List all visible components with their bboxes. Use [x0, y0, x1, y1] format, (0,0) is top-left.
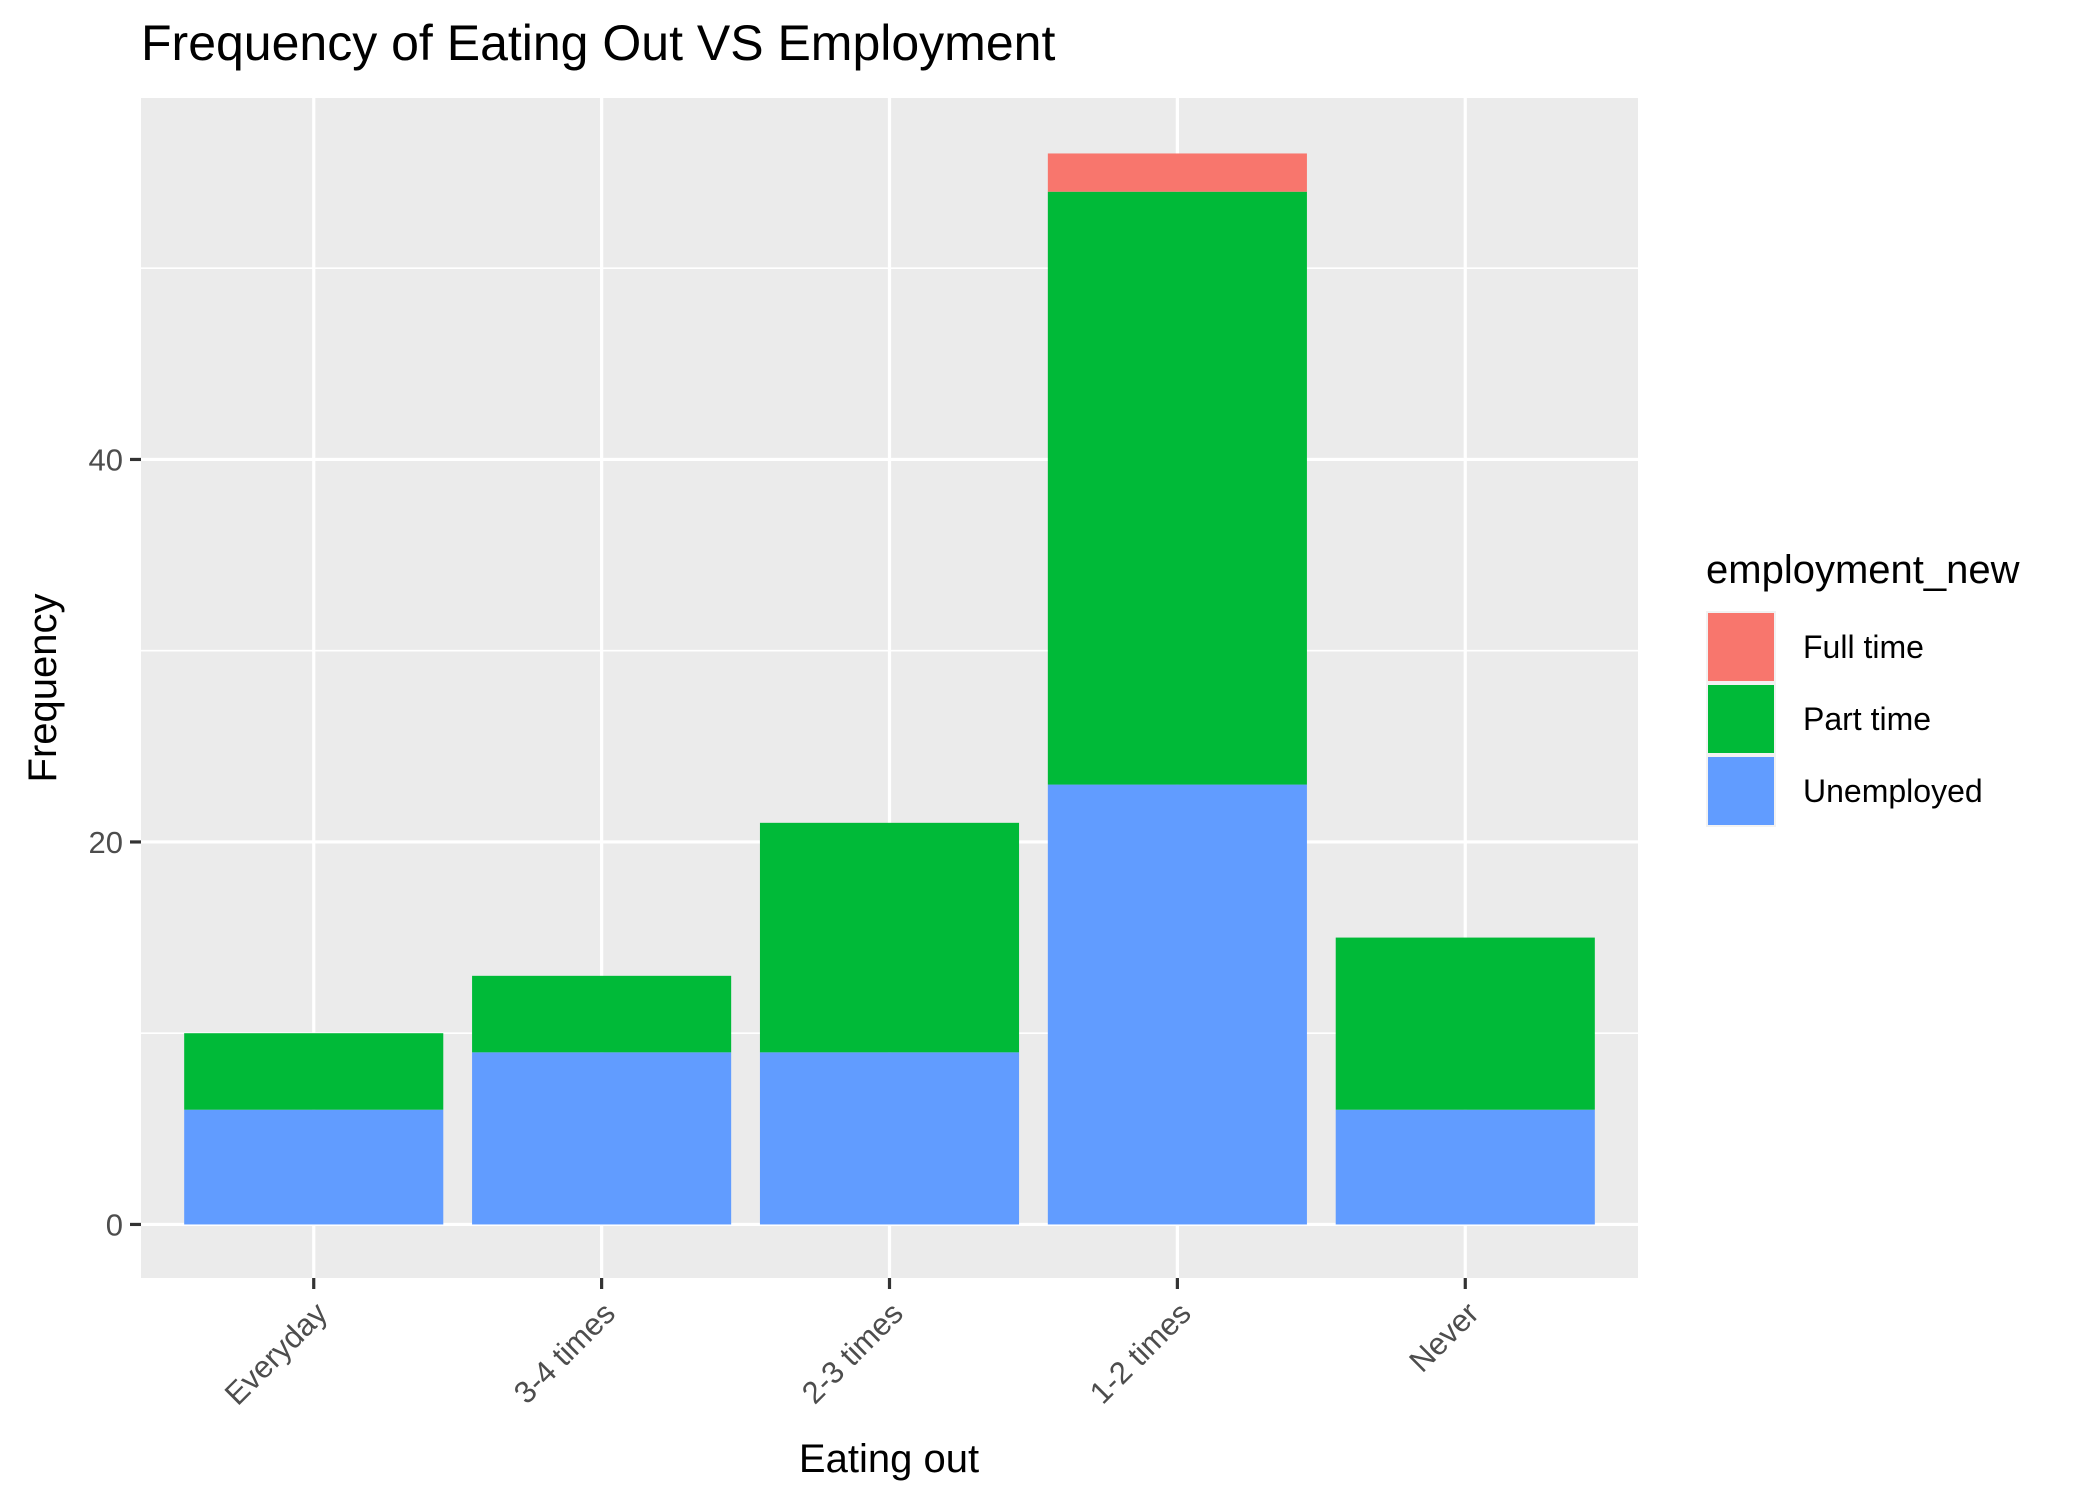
x-tick-label: 2-3 times — [795, 1296, 910, 1411]
legend-swatch-full-time — [1708, 613, 1774, 681]
bar-unemployed — [184, 1109, 444, 1225]
y-tick-label: 0 — [106, 1207, 123, 1242]
chart-title: Frequency of Eating Out VS Employment — [141, 15, 1055, 71]
y-axis: 0 20 40 — [89, 442, 141, 1242]
bar-full-time — [1047, 153, 1307, 192]
legend-title: employment_new — [1706, 548, 2020, 592]
bar-part-time — [1335, 937, 1595, 1110]
legend-label: Unemployed — [1803, 773, 1983, 809]
bar-part-time — [472, 975, 732, 1053]
y-tick-label: 40 — [89, 442, 123, 477]
x-tick-label: Never — [1402, 1296, 1485, 1379]
bar-unemployed — [759, 1052, 1020, 1225]
bars — [184, 153, 1595, 1225]
legend: employment_new Full time Part time Unemplo… — [1706, 548, 2020, 827]
bar-part-time — [759, 822, 1020, 1053]
y-tick-label: 20 — [89, 825, 123, 860]
legend-label: Part time — [1803, 701, 1931, 737]
x-tick-label: Everyday — [218, 1295, 334, 1411]
x-axis-title: Eating out — [799, 1437, 979, 1481]
bar-part-time — [1047, 191, 1307, 785]
legend-swatch-part-time — [1708, 685, 1774, 753]
x-tick-label: 3-4 times — [507, 1296, 622, 1411]
bar-part-time — [184, 1033, 444, 1110]
y-axis-title: Frequency — [21, 594, 65, 783]
legend-label: Full time — [1803, 629, 1924, 665]
x-axis: Everyday 3-4 times 2-3 times 1-2 times Never — [218, 1278, 1486, 1412]
bar-unemployed — [1047, 784, 1307, 1225]
legend-swatch-unemployed — [1708, 757, 1774, 825]
bar-unemployed — [1335, 1109, 1595, 1225]
bar-unemployed — [472, 1052, 732, 1225]
x-tick-label: 1-2 times — [1083, 1296, 1198, 1411]
